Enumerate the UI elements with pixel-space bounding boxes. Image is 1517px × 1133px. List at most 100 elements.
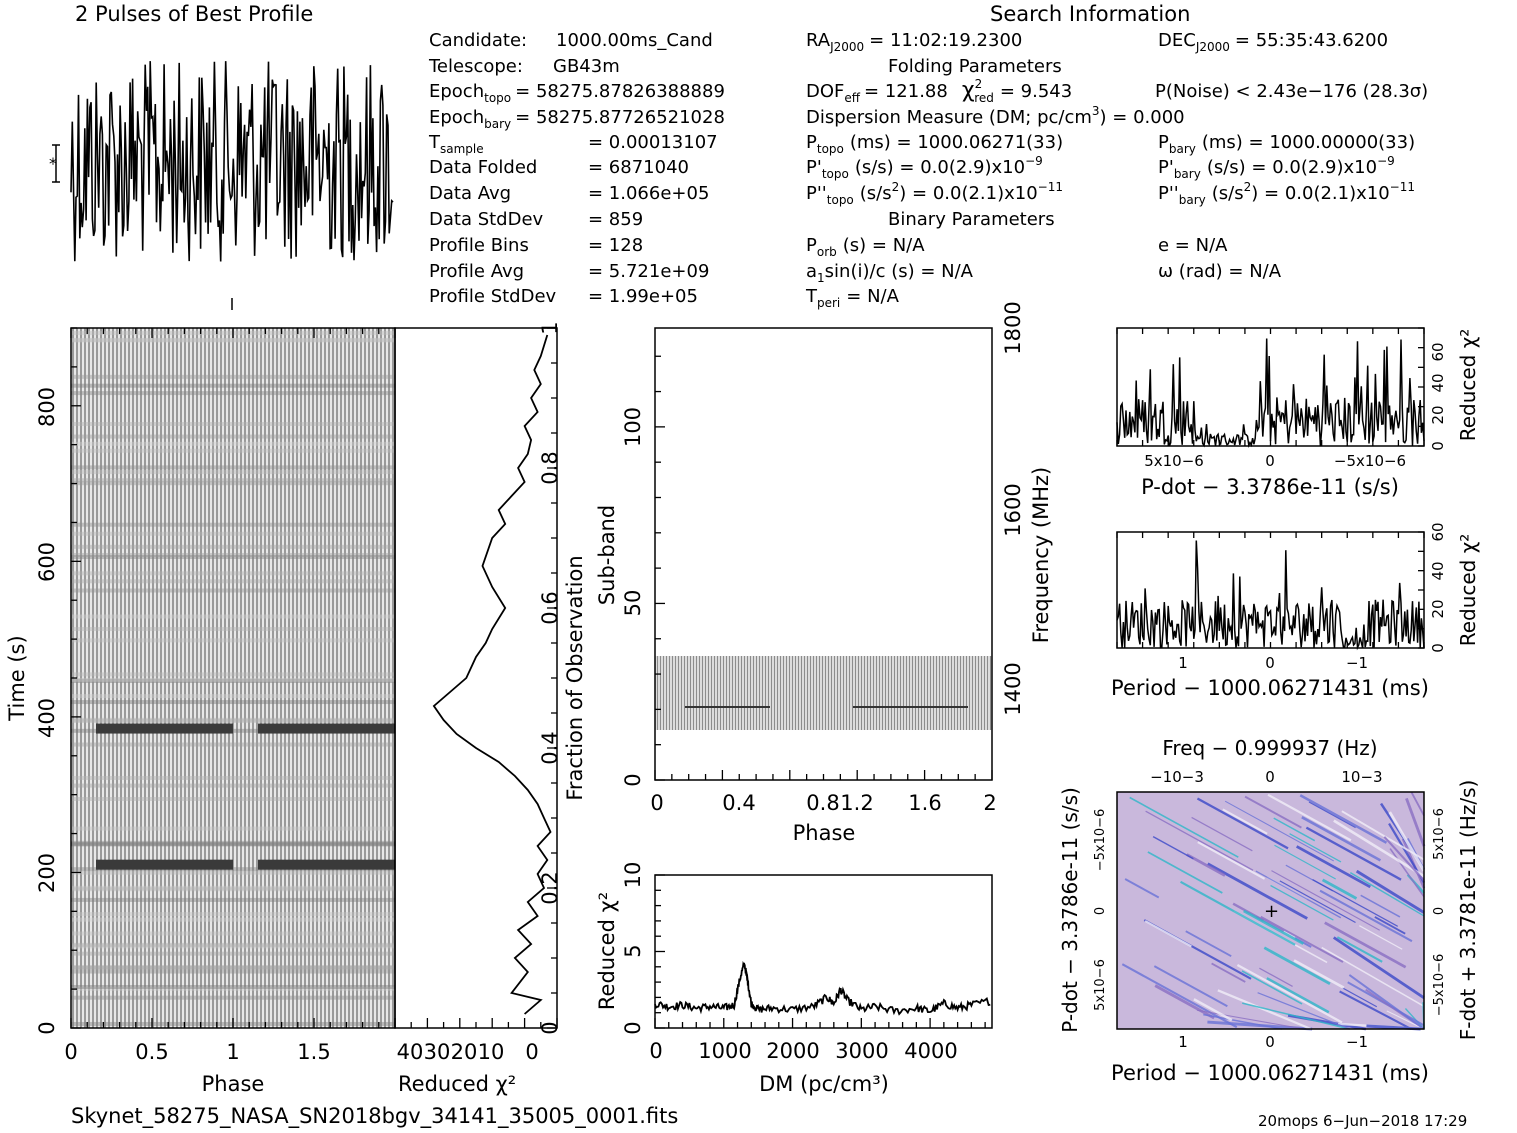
time-phase-row xyxy=(71,374,395,379)
ytick-label: 200 xyxy=(35,853,59,893)
tsample-line: Tsample xyxy=(428,132,484,156)
dm-ytick-labels: 0 5 10 xyxy=(621,862,645,1035)
telescope-label: Telescope: xyxy=(428,56,523,77)
ppdot-streak xyxy=(1263,946,1331,986)
ptopo-line: Ptopo (ms) = 1000.06271(33) xyxy=(806,132,1063,156)
period-xlabel: Period − 1000.06271431 (ms) xyxy=(1111,676,1429,700)
ppdot-streak xyxy=(1389,848,1425,898)
ppdot-streak xyxy=(1293,959,1345,989)
ppdot-streak xyxy=(1153,965,1228,1008)
time-phase-row xyxy=(71,478,395,483)
ytick-label: 40 xyxy=(1429,561,1447,580)
ppdot-streak xyxy=(1374,916,1406,935)
period-ylabel: Reduced χ² xyxy=(1456,534,1480,647)
ppdot-streak xyxy=(1145,810,1254,871)
ytick-label: 400 xyxy=(35,698,59,738)
xtick-label: −5x10−6 xyxy=(1334,452,1406,470)
ppdot-streak xyxy=(1289,833,1342,863)
ppdot-streak xyxy=(1129,796,1239,858)
y2tick-label: 1400 xyxy=(1001,662,1025,715)
period-xtick-labels: 1 0 −1 xyxy=(1178,654,1368,672)
ppdot-streak xyxy=(1321,946,1425,1007)
ppdot-streak xyxy=(1255,870,1342,919)
candidate-value: 1000.00ms_Cand xyxy=(556,30,713,51)
ppdot-xlabel: Period − 1000.06271431 (ms) xyxy=(1111,1061,1429,1085)
ppdot-streak xyxy=(1222,808,1268,835)
time-phase-row xyxy=(71,944,395,949)
ppdot-streak xyxy=(1308,801,1356,829)
subband-ylabel: Sub-band xyxy=(595,505,619,605)
epoch-topo-line: Epochtopo = 58275.87826388889 xyxy=(429,81,725,105)
ppdot-streak xyxy=(1388,811,1426,872)
time-phase-row xyxy=(71,441,395,446)
ppdot-panel: Freq − 0.999937 (Hz) −10−3 0 10−3 + 1 0 … xyxy=(1058,736,1480,1085)
ppdot-streak xyxy=(1271,870,1380,931)
xtick-label: 40 xyxy=(397,1040,424,1064)
time-phase-row xyxy=(71,531,395,536)
time-phase-xtick-labels: 0 0.5 1 1.5 xyxy=(64,1040,330,1064)
ytick-label: 1 xyxy=(538,321,562,334)
period-ticks xyxy=(1116,531,1425,649)
dm-ylabel: Reduced χ² xyxy=(595,892,619,1010)
time-phase-rows xyxy=(71,331,395,1026)
dm-xlabel: DM (pc/cm³) xyxy=(759,1072,889,1096)
ytick-label: 0.4 xyxy=(538,731,562,764)
time-phase-pulse-row xyxy=(258,723,395,734)
a1-line: a1sin(i)/c (s) = N/A xyxy=(806,261,974,285)
chi-fraction-xlabel: Reduced χ² xyxy=(398,1072,516,1096)
xtick-label: 1 xyxy=(1178,1033,1188,1051)
time-phase-row xyxy=(71,678,395,683)
time-phase-row xyxy=(71,677,395,682)
time-phase-row xyxy=(71,897,395,902)
porb-line: Porb (s) = N/A xyxy=(806,235,925,259)
candidate-info: Candidate: 1000.00ms_Cand Telescope: GB4… xyxy=(428,30,725,307)
time-phase-row xyxy=(71,555,395,560)
chi-fraction-xtick-labels: 40 30 20 10 0 xyxy=(397,1040,539,1064)
ytick-label: 0 xyxy=(538,1021,562,1034)
time-phase-row xyxy=(71,337,395,342)
subband-xtick-labels: 0 0.4 0.8 1.2 1.6 2 xyxy=(650,791,996,815)
top-tick-label: 0 xyxy=(1265,768,1275,786)
pnoise: P(Noise) < 2.43e−176 (28.3σ) xyxy=(1155,81,1428,102)
ppdot-streak xyxy=(1341,810,1425,861)
ppdot-streak xyxy=(1211,962,1246,983)
ytick-label: 0 xyxy=(621,773,645,786)
time-phase-row xyxy=(71,870,395,875)
period-panel: 1 0 −1 Period − 1000.06271431 (ms) 0 20 … xyxy=(1111,522,1480,700)
xtick-label: 1000 xyxy=(698,1039,751,1063)
ecc-line: e = N/A xyxy=(1158,235,1228,256)
data-avg-label: Data Avg xyxy=(429,183,511,204)
time-phase-row xyxy=(71,470,395,475)
omega-line: ω (rad) = N/A xyxy=(1158,261,1282,282)
xtick-label: 30 xyxy=(424,1040,451,1064)
ppdot-streak xyxy=(1180,880,1296,946)
xtick-label: 3000 xyxy=(835,1039,888,1063)
ppdot-streak xyxy=(1121,963,1238,1029)
time-phase-pulse-row xyxy=(258,859,395,870)
pdot-xtick-labels: 5x10−6 0 −5x10−6 xyxy=(1144,452,1406,470)
time-phase-row xyxy=(71,969,395,974)
ytick-label: 0 xyxy=(1429,643,1447,653)
prof-avg-label: Profile Avg xyxy=(429,261,524,282)
xtick-label: 1 xyxy=(226,1040,239,1064)
ppdot-streak xyxy=(1359,925,1403,950)
time-phase-row xyxy=(71,796,395,801)
time-phase-row xyxy=(71,917,395,922)
time-phase-row xyxy=(71,391,395,396)
time-phase-row xyxy=(71,627,395,632)
ppdot-streak xyxy=(1217,989,1312,1031)
ytick-label: 0.8 xyxy=(538,451,562,484)
profile-title: 2 Pulses of Best Profile xyxy=(75,2,313,26)
ppdot-streak xyxy=(1332,936,1425,999)
xtick-label: 0 xyxy=(1265,452,1275,470)
top-tick-label: 10−3 xyxy=(1341,768,1382,786)
subband-image xyxy=(655,656,992,730)
ra-line: RAJ2000 = 11:02:19.2300 xyxy=(806,30,1022,54)
pdot-bary-line: P'bary (s/s) = 0.0(2.9)x10−9 xyxy=(1158,154,1395,181)
xtick-label: −1 xyxy=(1346,654,1368,672)
subband-panel: 0 0.4 0.8 1.2 1.6 2 Phase 0 50 100 Sub-b… xyxy=(595,301,1053,845)
tsample-value: = 0.00013107 xyxy=(588,132,718,153)
time-phase-row xyxy=(71,422,395,427)
chi-fraction-frame xyxy=(394,327,558,1029)
time-phase-row xyxy=(71,448,395,453)
